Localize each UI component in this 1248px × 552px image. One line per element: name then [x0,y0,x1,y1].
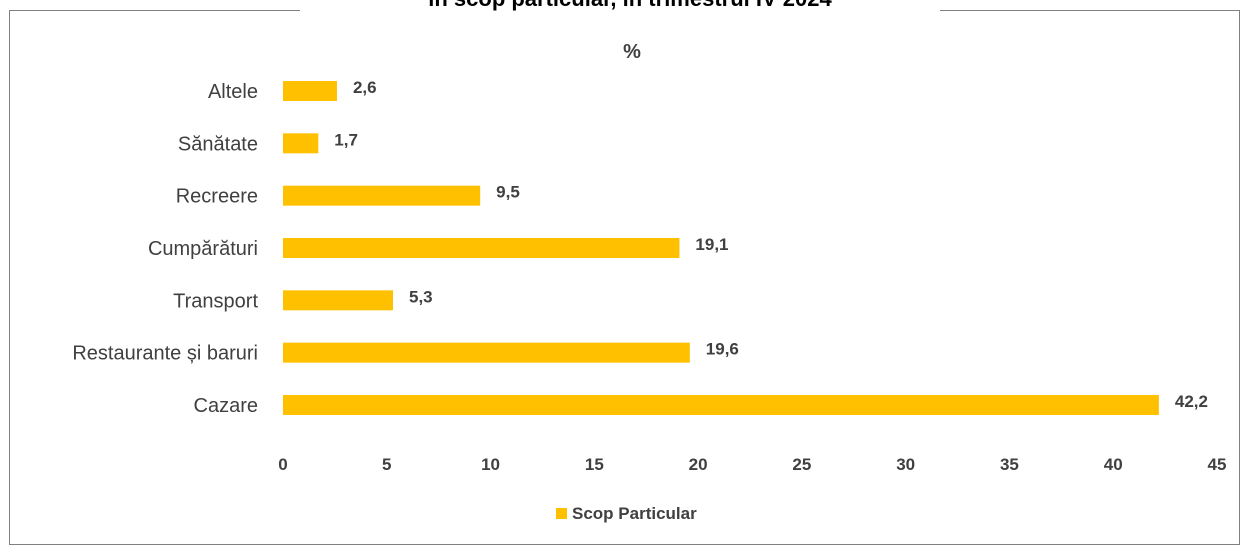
bar [283,133,319,154]
x-tick-label: 35 [1000,455,1019,474]
legend-label: Scop Particular [572,504,697,523]
x-tick-label: 30 [896,455,915,474]
bars [283,81,1159,415]
data-label: 9,5 [496,183,520,202]
bar [283,81,337,101]
data-label: 1,7 [334,130,358,149]
x-tick-label: 10 [481,455,500,474]
category-label: Sănătate [178,133,258,155]
x-axis-ticks: 0 5 10 15 20 25 30 35 40 45 [278,455,1226,474]
x-tick-label: 5 [382,455,391,474]
category-label: Cumpărături [148,238,258,260]
data-label: 2,6 [353,78,377,97]
legend-swatch [556,508,567,519]
bar [283,290,394,311]
x-tick-label: 45 [1208,455,1227,474]
data-label: 19,1 [695,235,728,254]
category-label: Transport [173,290,258,312]
category-label: Altele [208,81,258,103]
unit-label: % [623,41,641,63]
chart-title: in scop particular, in trimestrul IV 202… [428,0,832,11]
category-label: Restaurante și baruri [72,343,258,365]
data-label: 5,3 [409,287,433,306]
bar [283,237,680,258]
value-labels: 2,6 1,7 9,5 19,1 5,3 19,6 42,2 [334,78,1208,411]
data-label: 19,6 [706,340,739,359]
x-tick-label: 15 [585,455,604,474]
x-tick-label: 25 [792,455,811,474]
title-backdrop [300,0,940,11]
bar [283,394,1159,415]
x-tick-label: 40 [1104,455,1123,474]
bar [283,342,690,363]
category-labels: Altele Sănătate Recreere Cumpărături Transpo… [72,81,258,417]
category-label: Recreere [176,186,258,208]
x-tick-label: 20 [689,455,708,474]
bar [283,185,481,206]
data-label: 42,2 [1175,392,1208,411]
x-tick-label: 0 [278,455,287,474]
chart-border [9,10,1240,545]
category-label: Cazare [194,395,258,417]
